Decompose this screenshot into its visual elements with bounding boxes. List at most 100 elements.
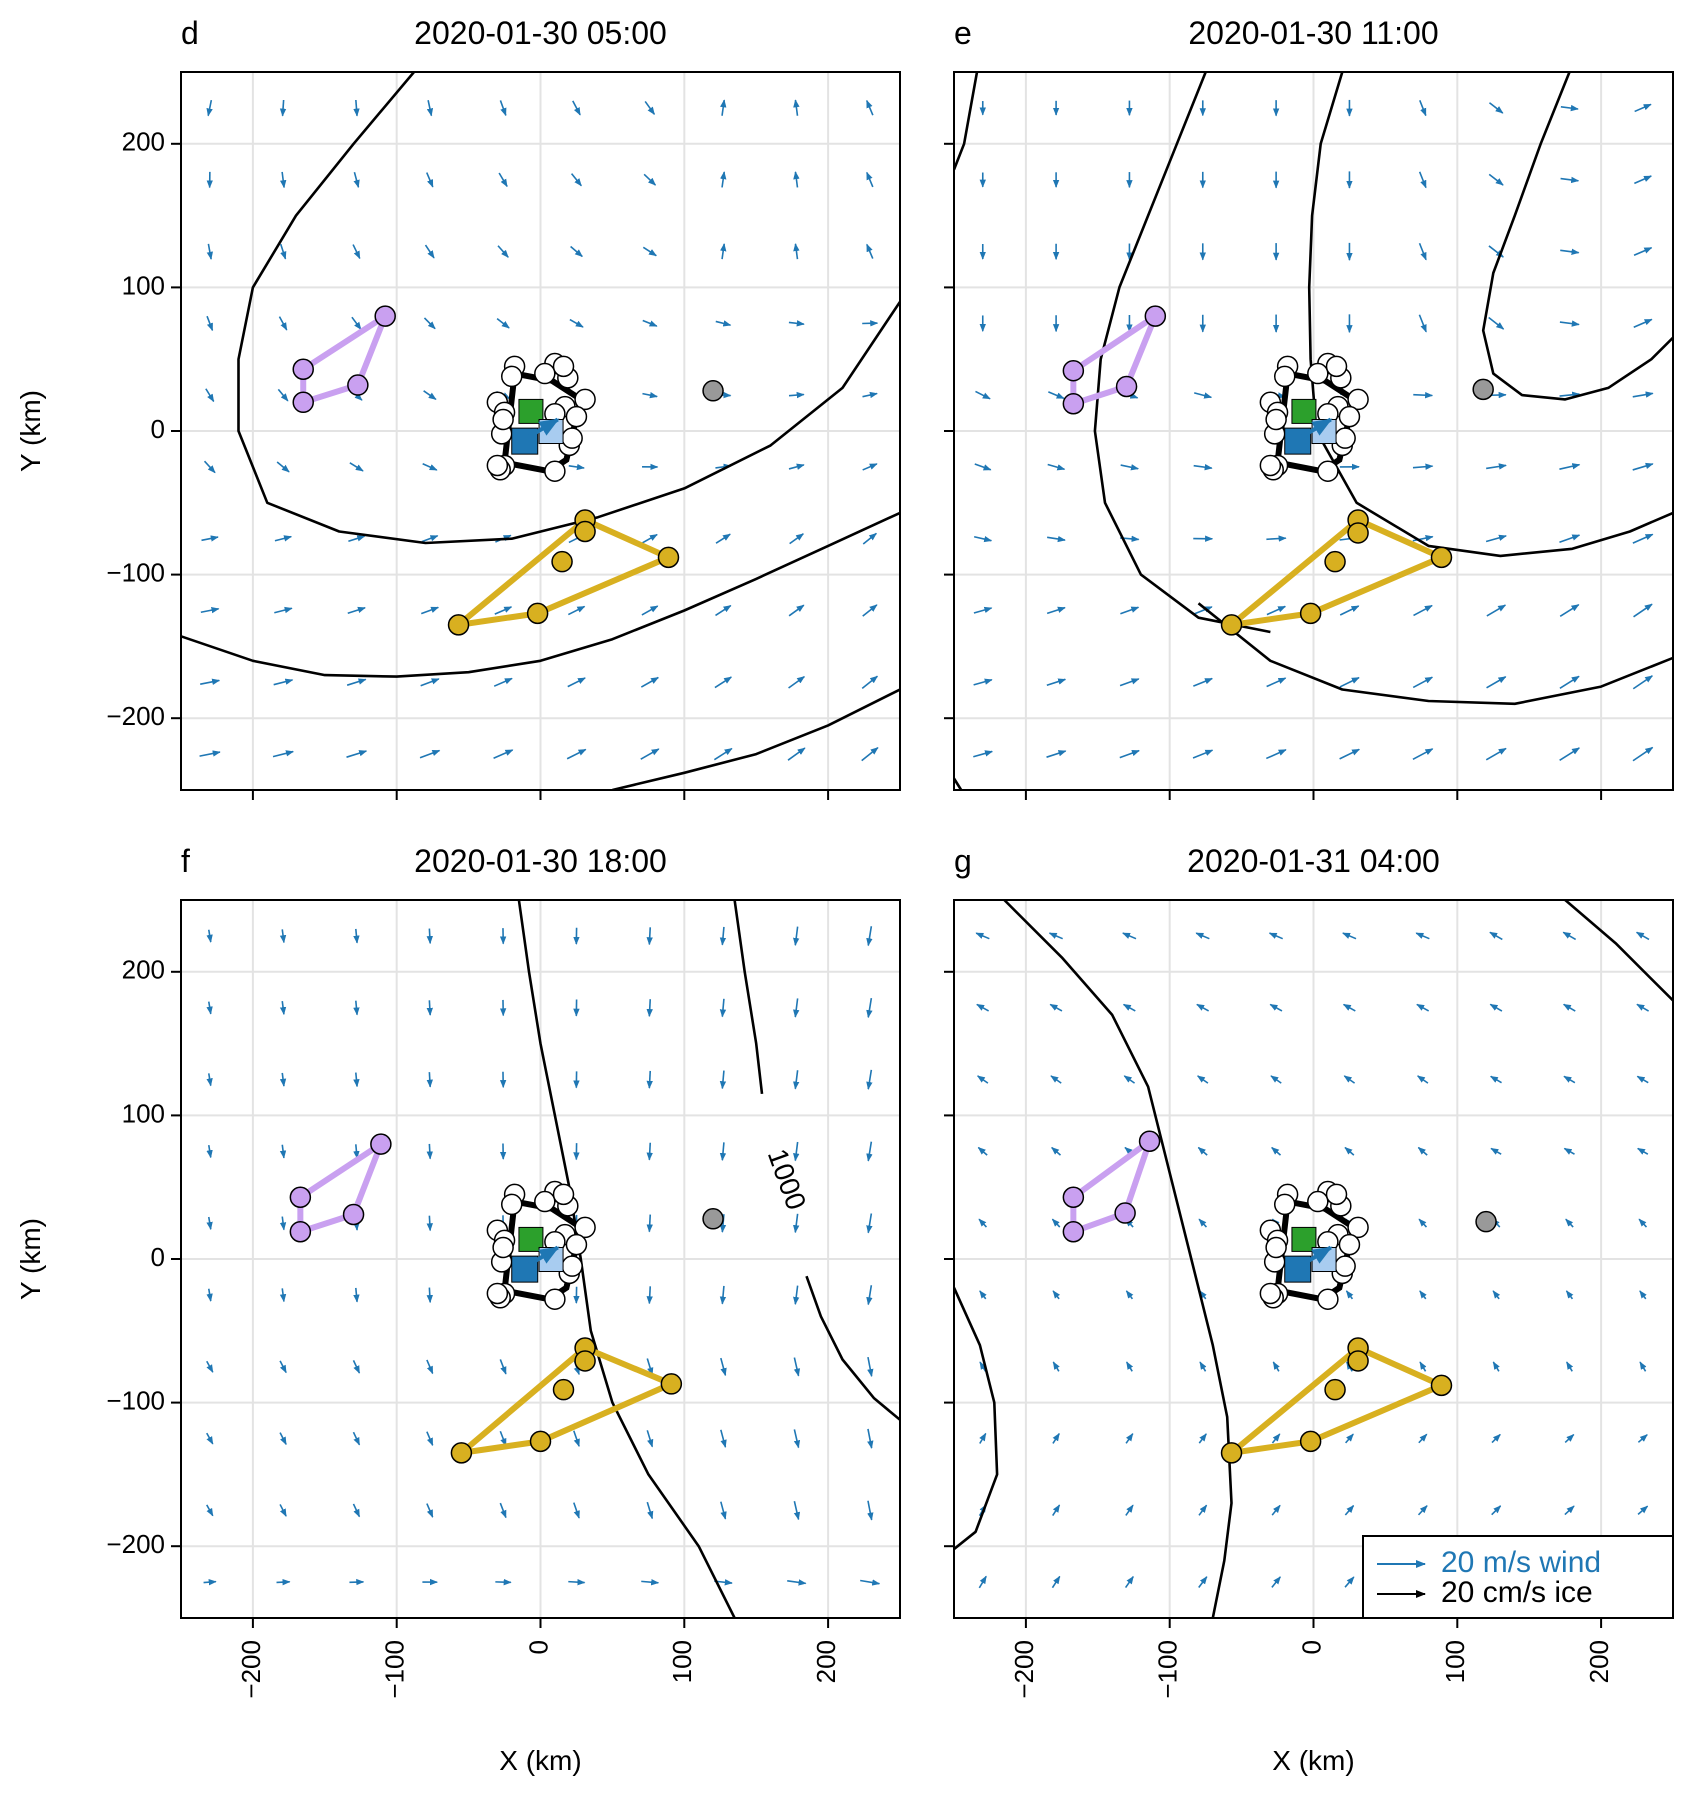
wind-arrow [1413, 392, 1434, 399]
buoy-marker [1317, 460, 1339, 482]
wind-arrow [1418, 242, 1427, 261]
wind-arrow [1490, 1075, 1502, 1084]
wind-arrow [1488, 173, 1504, 186]
wind-arrow [426, 928, 433, 945]
lavender-marker [292, 391, 314, 414]
wind-arrow [866, 99, 874, 116]
panel-letter: d [181, 15, 199, 51]
wind-arrow [1051, 1146, 1062, 1156]
wind-arrow [1339, 676, 1360, 688]
wind-arrow [643, 173, 657, 186]
wind-arrow [1632, 533, 1654, 544]
wind-arrow [493, 677, 513, 687]
wind-arrow [787, 1579, 807, 1586]
wind-arrow [788, 391, 805, 399]
wind-arrow [1565, 1290, 1574, 1300]
wind-arrow [499, 100, 507, 117]
buoy-marker [1265, 1236, 1287, 1259]
wind-arrow [793, 1501, 801, 1521]
gray-marker [1472, 378, 1494, 401]
wind-arrow [975, 932, 990, 940]
pressure-contours [954, 900, 1673, 1618]
lavender-marker [342, 1203, 365, 1226]
wind-arrow [1122, 932, 1137, 940]
y-tick-label: 200 [122, 955, 165, 985]
wind-arrow [279, 1504, 287, 1517]
wind-arrow [498, 172, 508, 188]
wind-arrow [1560, 176, 1580, 184]
wind-arrow [646, 1501, 654, 1520]
x-tick-label: −200 [1009, 1640, 1039, 1699]
pressure-contours [181, 72, 900, 790]
wind-arrow [1194, 392, 1213, 399]
buoy-marker [1307, 1190, 1329, 1213]
buoy-marker [492, 408, 514, 431]
wind-arrow [1198, 1576, 1208, 1588]
wind-arrow [1419, 99, 1427, 117]
wind-arrow [1633, 603, 1653, 618]
wind-arrow [1486, 676, 1507, 689]
gold-marker [450, 1442, 473, 1464]
wind-arrow [1270, 1075, 1282, 1084]
wind-arrow [719, 926, 727, 946]
contour-line [237, 72, 900, 545]
wind-arrows [199, 99, 879, 762]
wind-arrow [1417, 1505, 1428, 1516]
wind-arrow [346, 678, 367, 686]
x-tick-label: −100 [1153, 1640, 1183, 1699]
wind-arrow [279, 1216, 287, 1231]
wind-arrow-center [527, 1245, 560, 1267]
wind-arrow [1418, 1218, 1428, 1228]
wind-arrow [1193, 677, 1213, 687]
gold-marker [1347, 1350, 1369, 1372]
contour-line [954, 1287, 999, 1551]
lavender-array [292, 305, 396, 414]
lavender-array [1062, 1130, 1161, 1243]
wind-arrow [642, 246, 657, 257]
wind-arrow [351, 316, 362, 331]
wind-arrow [866, 1069, 873, 1090]
wind-arrow [493, 749, 514, 759]
wind-arrow [973, 750, 993, 758]
y-tick-label: −100 [106, 1385, 165, 1415]
wind-arrow [1124, 1575, 1134, 1589]
wind-arrow [1486, 463, 1507, 470]
wind-arrow [1559, 675, 1580, 689]
buoy-marker [500, 1193, 523, 1216]
wind-arrow [206, 1073, 213, 1087]
wind-arrow [866, 243, 874, 259]
wind-arrow [1632, 746, 1654, 762]
wind-arrow [642, 319, 658, 327]
panel-letter: g [954, 843, 972, 879]
lavender-marker [374, 305, 396, 327]
wind-arrow [1485, 747, 1507, 761]
wind-arrow [1269, 1003, 1283, 1012]
wind-arrow [977, 1146, 988, 1156]
contour-line [954, 777, 963, 790]
buoy-marker [1334, 427, 1356, 449]
wind-arrow [1193, 463, 1213, 471]
wind-arrow-center [1300, 417, 1333, 439]
wind-arrow [567, 677, 586, 688]
lavender-outline [1070, 1138, 1153, 1235]
wind-arrow [206, 1288, 213, 1302]
gold-marker [551, 550, 573, 573]
panel-title: 2020-01-30 05:00 [414, 15, 667, 51]
wind-arrow [1119, 678, 1140, 687]
gold-marker [1299, 602, 1322, 625]
wind-arrow [422, 463, 438, 471]
lavender-outline [1070, 313, 1159, 407]
wind-arrow [1636, 1003, 1650, 1012]
contour-line [954, 72, 979, 171]
buoy-cluster [486, 1180, 596, 1310]
wind-arrow [349, 462, 364, 472]
wind-arrow [279, 1288, 287, 1303]
gray-marker [702, 380, 724, 402]
y-tick-label: −200 [106, 701, 165, 731]
wind-arrow [646, 999, 653, 1018]
wind-arrow [720, 243, 727, 260]
wind-arrow [352, 244, 361, 260]
wind-arrow [1344, 1146, 1355, 1156]
lavender-outline [300, 313, 389, 406]
wind-arrow [1559, 534, 1581, 544]
